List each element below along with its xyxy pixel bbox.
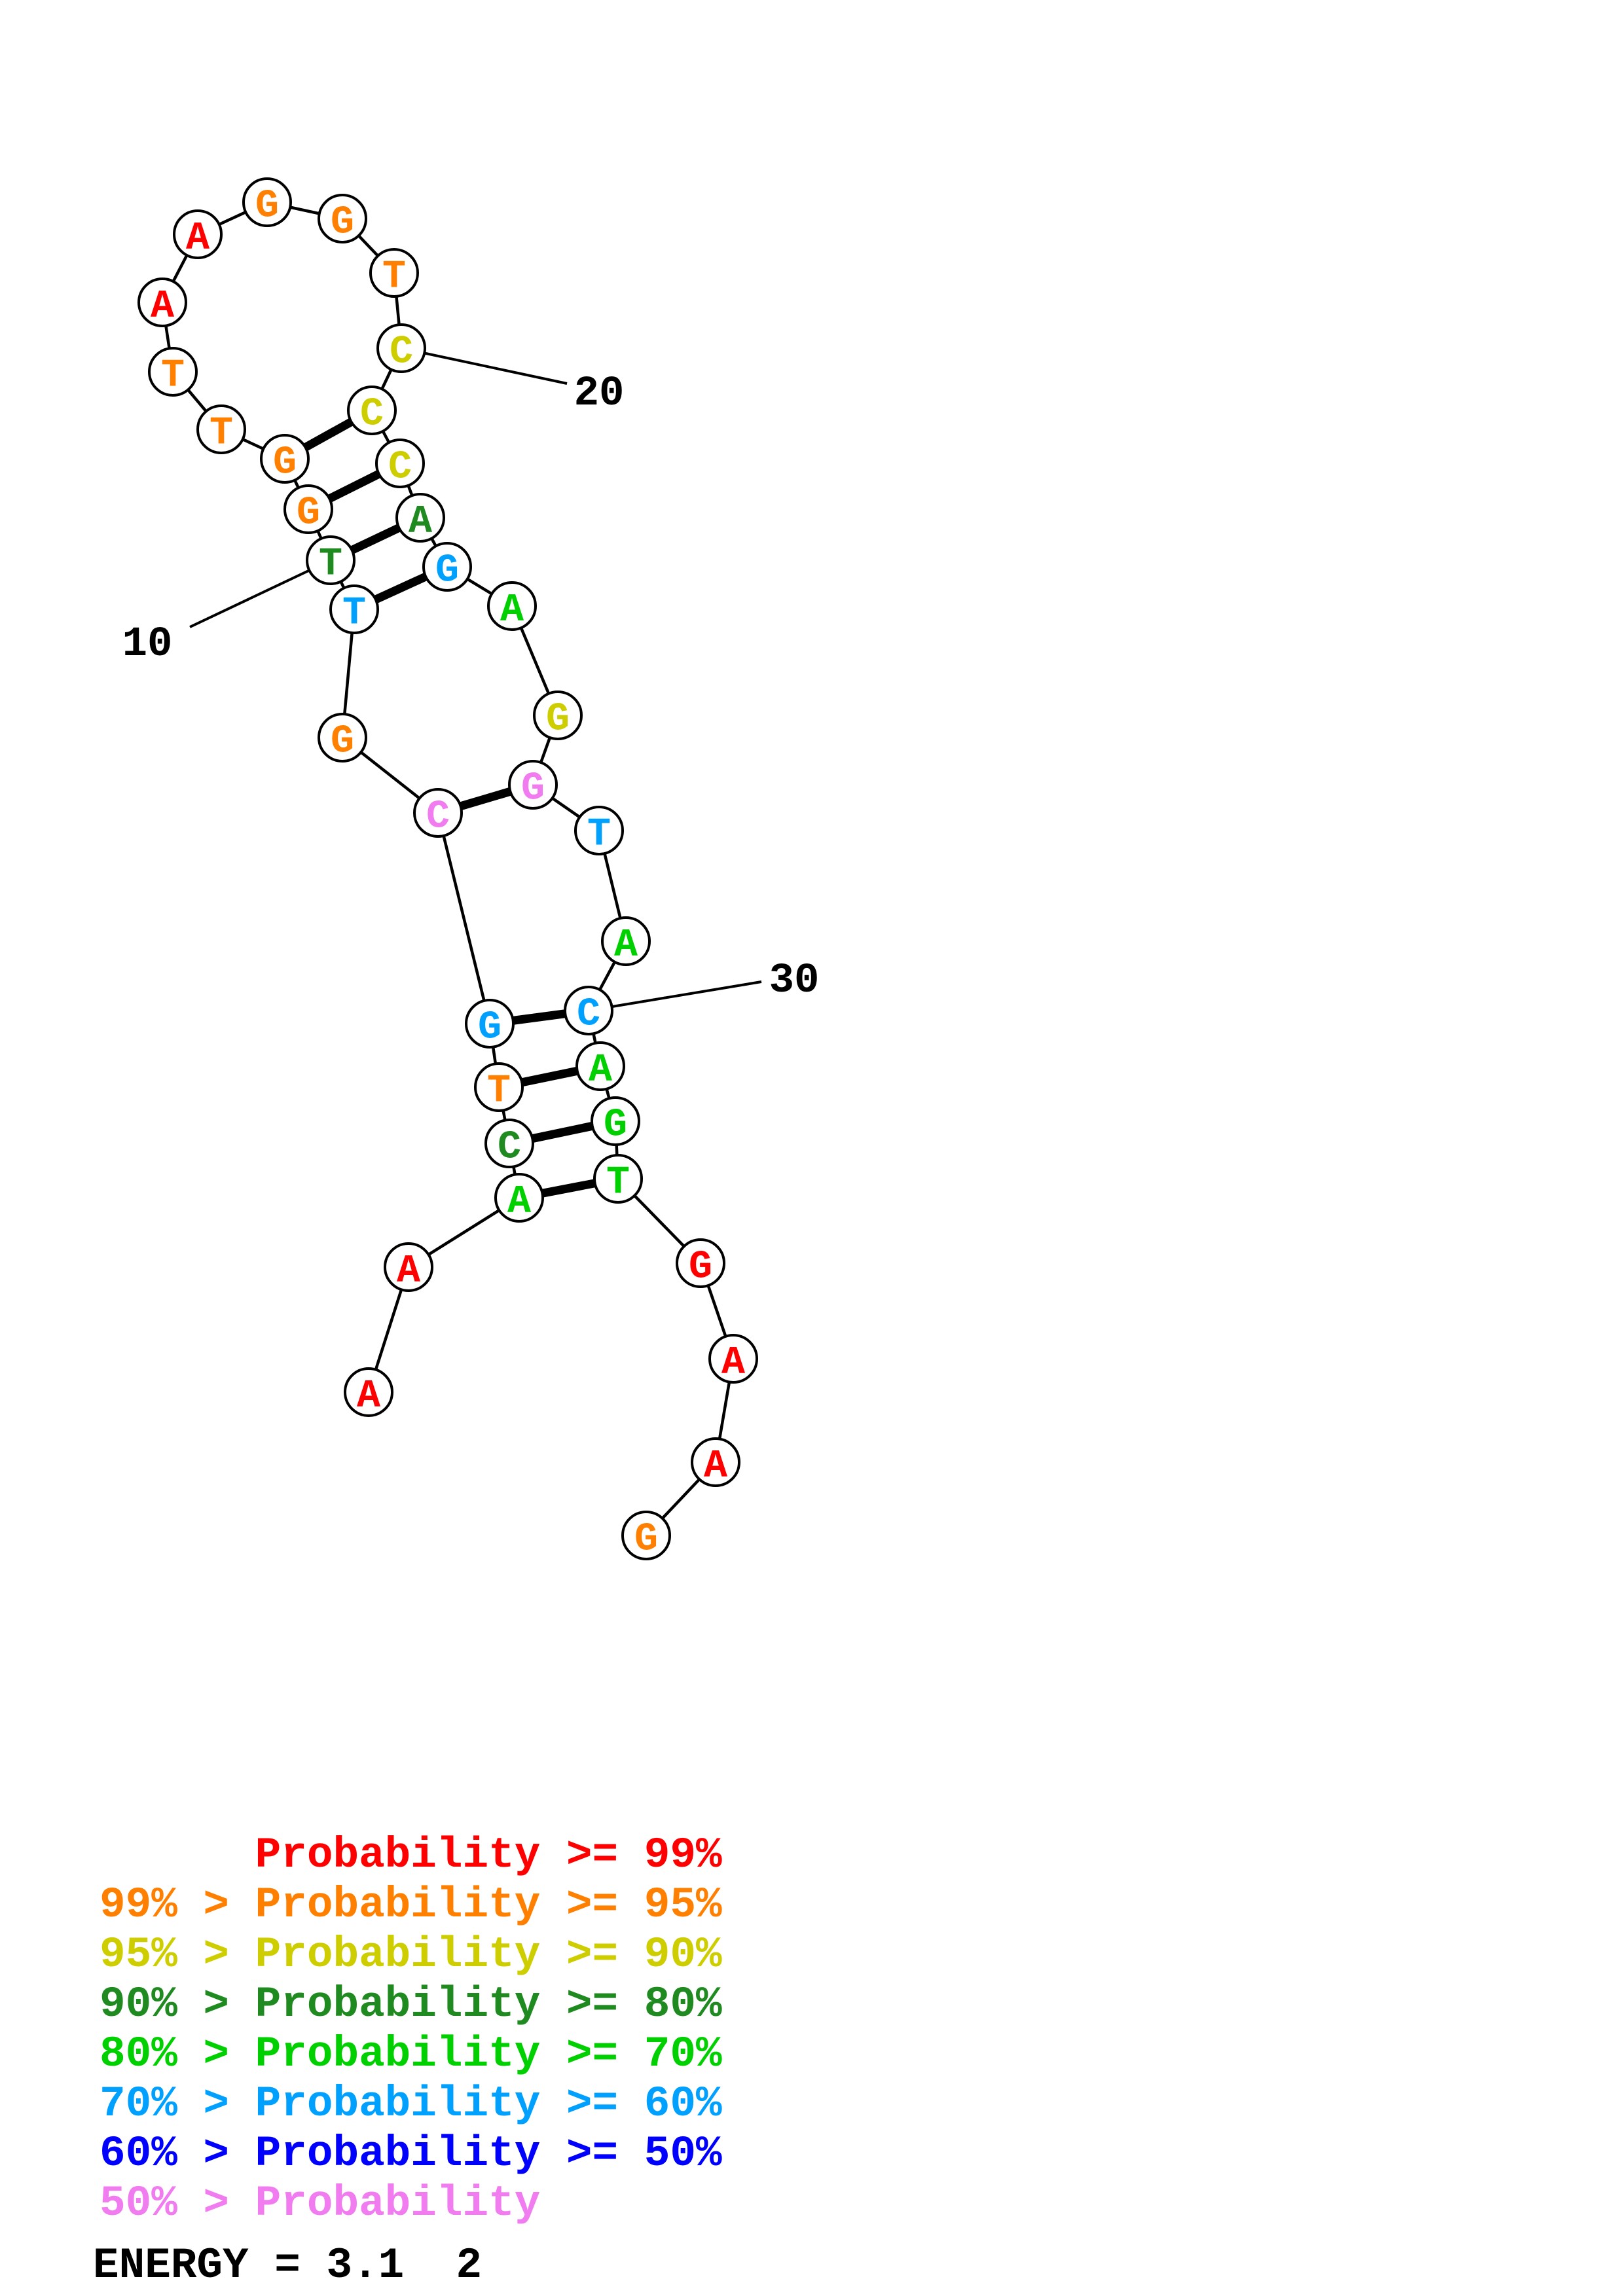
nucleotide-circle <box>318 194 367 243</box>
nucleotide-base: A <box>614 924 638 968</box>
nucleotide-circle <box>508 760 558 810</box>
nucleotide-base: A <box>704 1444 727 1489</box>
nucleotide-circle <box>260 434 310 484</box>
nucleotide-base: G <box>297 492 320 536</box>
nucleotide-circle <box>329 584 379 634</box>
position-index-label: 30 <box>769 958 820 1005</box>
nucleotide-circle <box>564 986 613 1035</box>
nucleotide-base: T <box>210 412 233 456</box>
nucleotide-base: T <box>342 592 366 636</box>
nucleotide-base: G <box>255 185 279 229</box>
probability-legend: Probability >= 99% 99% > Probability >= 9… <box>100 1831 722 2229</box>
nucleotide-base: T <box>382 255 406 300</box>
nucleotide-base: A <box>721 1341 745 1386</box>
nucleotide-circle <box>369 248 419 298</box>
nucleotide-circle <box>494 1173 544 1223</box>
nucleotide-circle <box>422 542 472 592</box>
nucleotide-circle <box>601 916 651 966</box>
legend-row-below50: 50% > Probability <box>100 2179 541 2228</box>
nucleotide-circle <box>384 1242 433 1292</box>
nucleotide-circle <box>148 347 198 397</box>
nucleotide-base: G <box>435 549 459 594</box>
nucleotide-circle <box>347 386 397 435</box>
nucleotide-base: A <box>500 588 524 633</box>
nucleotide-circle <box>376 323 426 373</box>
nucleotide-base: G <box>546 698 570 742</box>
nucleotide-circle <box>306 535 356 585</box>
index-pointer-line <box>588 980 762 1012</box>
nucleotide-circle <box>137 278 187 327</box>
legend-row-p70: 80% > Probability >= 70% <box>100 2030 722 2079</box>
nucleotide-circle <box>708 1334 758 1384</box>
index-pointer-line <box>189 559 331 628</box>
nucleotide-base: G <box>604 1103 627 1148</box>
nucleotide-base: T <box>487 1069 511 1114</box>
nucleotide-circle <box>242 177 292 227</box>
nucleotide-circle <box>474 1062 524 1112</box>
backbone-link <box>436 812 492 1024</box>
nucleotide-circle <box>484 1119 534 1168</box>
nucleotide-base: G <box>521 767 545 812</box>
nucleotide-base: G <box>634 1518 658 1562</box>
nucleotide-circle <box>593 1154 643 1204</box>
legend-row-p50: 60% > Probability >= 50% <box>100 2129 722 2178</box>
legend-row-p99: Probability >= 99% <box>100 1831 722 1880</box>
nucleotide-base: G <box>331 720 354 764</box>
nucleotide-base: T <box>319 543 342 587</box>
nucleotide-circle <box>676 1238 725 1288</box>
nucleotide-circle <box>591 1096 640 1146</box>
legend-row-p95: 99% > Probability >= 95% <box>100 1880 722 1929</box>
nucleotide-base: C <box>426 795 450 840</box>
nucleotide-base: A <box>186 217 210 261</box>
nucleotide-circle <box>375 439 425 488</box>
nucleotide-base: A <box>357 1374 380 1419</box>
nucleotide-circle <box>691 1437 740 1487</box>
nucleotide-base: C <box>577 993 600 1037</box>
nucleotide-circle <box>533 691 583 740</box>
nucleotide-base: C <box>498 1126 521 1170</box>
nucleotide-base: G <box>273 441 297 486</box>
nucleotide-base: A <box>409 500 432 545</box>
legend-row-p80: 90% > Probability >= 80% <box>100 1980 722 2029</box>
nucleotide-base: C <box>388 446 412 490</box>
nucleotide-base: C <box>360 393 384 437</box>
nucleotide-circle <box>318 713 367 762</box>
nucleotide-base: A <box>151 285 174 329</box>
nucleotide-circle <box>487 581 537 631</box>
nucleotide-circle <box>395 493 445 543</box>
nucleotide-base: T <box>161 354 185 399</box>
nucleotide-circle <box>173 209 223 259</box>
nucleotide-base: G <box>689 1246 712 1290</box>
nucleotide-circle <box>574 806 624 855</box>
legend-row-p90: 95% > Probability >= 90% <box>100 1930 722 1979</box>
energy-label: ENERGY = 3.1 2 <box>93 2241 483 2290</box>
nucleotide-base: G <box>331 201 354 245</box>
nucleotide-base: A <box>589 1049 612 1093</box>
nucleotide-circle <box>621 1511 671 1560</box>
nucleotide-base: T <box>606 1161 630 1206</box>
legend-row-p60: 70% > Probability >= 60% <box>100 2079 722 2128</box>
nucleotide-base: T <box>587 813 611 857</box>
nucleotide-circle <box>344 1367 393 1417</box>
nucleotide-circle <box>283 484 333 534</box>
nucleotide-circle <box>465 999 515 1049</box>
nucleotide-circle <box>413 788 463 838</box>
nucleotide-base: A <box>397 1249 420 1294</box>
nucleotide-circle <box>575 1041 625 1091</box>
nucleotide-base: C <box>390 331 413 375</box>
nucleotide-base: G <box>478 1006 501 1050</box>
index-pointer-line <box>401 347 568 385</box>
nucleotide-circle <box>196 404 246 454</box>
position-index-label: 10 <box>122 621 173 668</box>
position-index-label: 20 <box>574 370 625 418</box>
nucleotide-base: A <box>507 1180 531 1225</box>
